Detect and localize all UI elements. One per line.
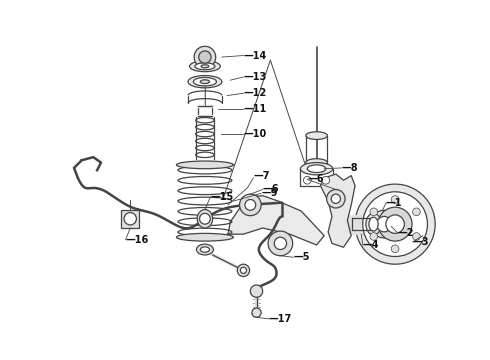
Circle shape [370, 233, 378, 240]
Circle shape [413, 208, 420, 216]
FancyBboxPatch shape [121, 210, 140, 228]
Polygon shape [320, 174, 355, 247]
Ellipse shape [195, 63, 215, 70]
Ellipse shape [176, 233, 233, 241]
Ellipse shape [197, 210, 213, 228]
Circle shape [355, 184, 435, 264]
Text: —17: —17 [269, 314, 292, 324]
Circle shape [378, 207, 412, 241]
Text: —6: —6 [307, 175, 324, 184]
Text: —16: —16 [125, 235, 149, 244]
Ellipse shape [194, 77, 217, 86]
Text: —14: —14 [244, 50, 267, 60]
Text: —2: —2 [397, 228, 414, 238]
Circle shape [413, 233, 420, 240]
Text: —7: —7 [253, 171, 270, 181]
Circle shape [377, 216, 392, 232]
Text: —5: —5 [294, 252, 310, 262]
Text: —9: —9 [261, 188, 278, 198]
Circle shape [391, 195, 399, 203]
Circle shape [240, 194, 261, 216]
Circle shape [391, 245, 399, 253]
Text: —13: —13 [244, 72, 267, 82]
Circle shape [386, 215, 404, 233]
Circle shape [194, 46, 216, 68]
Ellipse shape [306, 159, 327, 166]
Text: —6: —6 [263, 184, 279, 194]
Circle shape [252, 308, 261, 317]
Circle shape [363, 192, 427, 256]
Circle shape [199, 51, 211, 63]
Ellipse shape [176, 161, 233, 169]
Ellipse shape [196, 244, 213, 255]
Circle shape [240, 267, 246, 274]
Circle shape [322, 176, 330, 184]
Circle shape [250, 285, 263, 297]
Circle shape [370, 208, 378, 216]
Text: —12: —12 [244, 88, 267, 98]
Circle shape [199, 213, 210, 224]
Ellipse shape [200, 247, 210, 252]
Polygon shape [228, 195, 324, 245]
Text: —8: —8 [341, 163, 358, 173]
Ellipse shape [306, 132, 327, 139]
Circle shape [237, 264, 249, 276]
Circle shape [331, 194, 341, 203]
Circle shape [303, 176, 311, 184]
Text: —4: —4 [363, 240, 379, 250]
Ellipse shape [200, 80, 210, 84]
Ellipse shape [300, 163, 333, 175]
Text: —1: —1 [386, 198, 402, 208]
Ellipse shape [190, 61, 220, 72]
Circle shape [245, 199, 256, 210]
Ellipse shape [188, 76, 222, 88]
Circle shape [370, 210, 398, 238]
Ellipse shape [201, 65, 209, 68]
Text: —10: —10 [244, 129, 267, 139]
Circle shape [326, 189, 345, 208]
Ellipse shape [307, 165, 326, 172]
Text: —15: —15 [210, 192, 234, 202]
Text: —11: —11 [244, 104, 267, 114]
Circle shape [274, 237, 287, 249]
Text: —3: —3 [413, 237, 429, 247]
Circle shape [268, 231, 293, 256]
Circle shape [124, 213, 136, 225]
Ellipse shape [366, 213, 381, 235]
Ellipse shape [369, 217, 378, 231]
